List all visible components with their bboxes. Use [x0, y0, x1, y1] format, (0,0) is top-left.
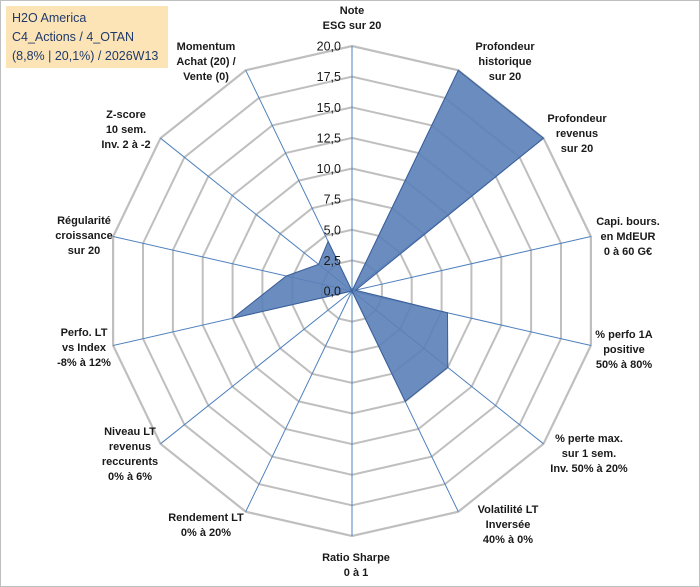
radar-series	[232, 69, 545, 403]
radar-tick-labels: 0,0 2,5 5,0 7,5 10,0 12,5 15,0 17,5 20,0	[317, 40, 341, 299]
axis-spoke	[245, 290, 353, 512]
axis-label: Ratio Sharpe 0 à 1	[322, 552, 390, 579]
axis-label: Z-score 10 sem. Inv. 2 à -2	[101, 109, 150, 151]
tick-label: 15,0	[317, 101, 341, 115]
axis-spoke	[160, 290, 353, 445]
radar-axis-labels: Note ESG sur 20 Profondeur historique sur 20…	[55, 5, 660, 579]
axis-label: Niveau LT revenus reccurents 0% à 6%	[102, 426, 158, 483]
info-category: C4_Actions / 4_OTAN	[12, 30, 135, 44]
axis-spoke	[351, 236, 592, 292]
axis-label: Capi. bours. en MdEUR 0 à 60 G€	[596, 216, 660, 258]
axis-label: Note ESG sur 20	[323, 5, 382, 32]
tick-label: 10,0	[317, 162, 341, 176]
tick-label: 2,5	[324, 254, 341, 268]
info-performance: (8,8% | 20,1%) / 2026W13	[12, 49, 159, 63]
axis-label: % perte max. sur 1 sem. Inv. 50% à 20%	[550, 433, 628, 475]
axis-label: Profondeur historique sur 20	[475, 41, 535, 83]
axis-label: Régularité croissance sur 20	[55, 215, 112, 257]
tick-label: 5,0	[324, 223, 341, 237]
tick-label: 20,0	[317, 40, 341, 54]
axis-label: Volatilité LT Inversée 40% à 0%	[478, 504, 539, 546]
info-title: H2O America	[12, 11, 87, 25]
tick-label: 12,5	[317, 131, 341, 145]
tick-label: 7,5	[324, 193, 341, 207]
axis-label: Perfo. LT vs Index -8% à 12%	[57, 327, 111, 369]
info-box: H2O America C4_Actions / 4_OTAN (8,8% | …	[6, 6, 168, 68]
tick-label: 17,5	[317, 70, 341, 84]
axis-label: Profondeur revenus sur 20	[547, 113, 607, 155]
axis-label: Rendement LT 0% à 20%	[168, 512, 244, 539]
tick-label: 0,0	[324, 285, 341, 299]
axis-label: Momentum Achat (20) / Vente (0)	[176, 41, 235, 83]
axis-label: % perfo 1A positive 50% à 80%	[595, 329, 653, 371]
